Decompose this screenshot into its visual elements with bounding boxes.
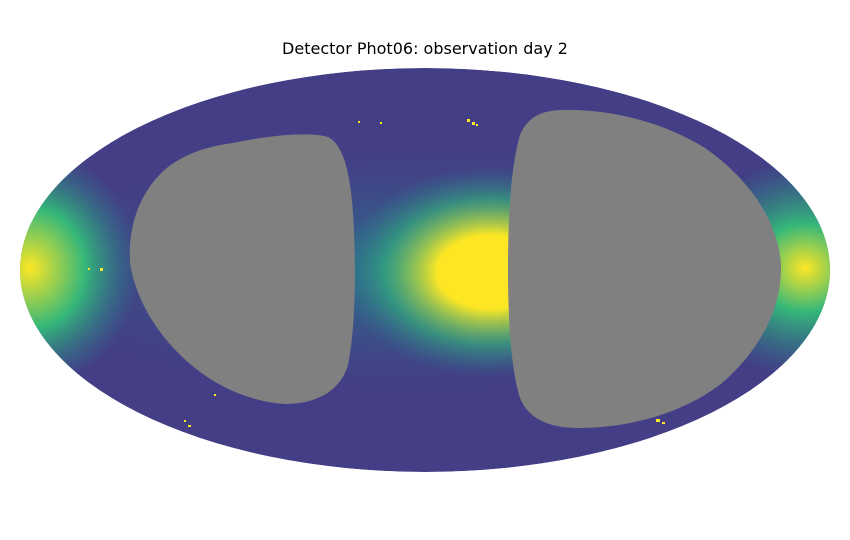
- unobserved-region-left: [129, 134, 355, 405]
- unobserved-region-right: [508, 109, 782, 428]
- figure-title: Detector Phot06: observation day 2: [282, 39, 568, 58]
